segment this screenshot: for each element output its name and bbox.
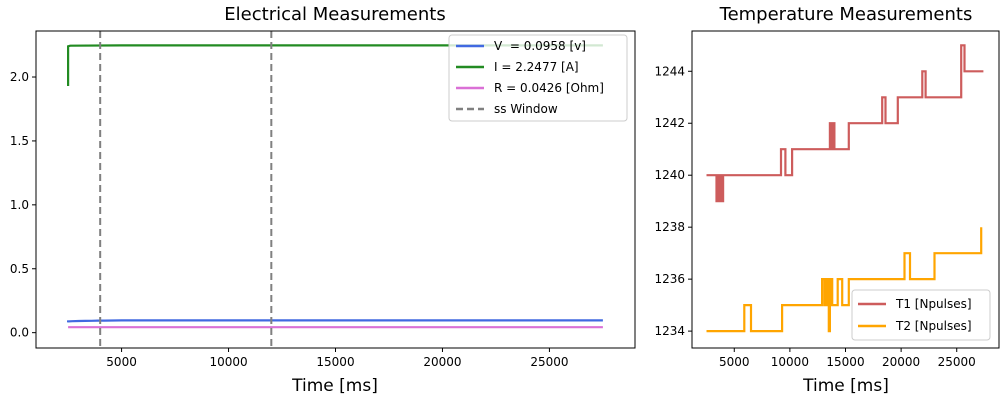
series-line-1 — [66, 319, 603, 323]
temperature-plot-frame — [691, 30, 1000, 349]
x-tick-label: 5000 — [106, 355, 137, 369]
x-tick-label: 15000 — [316, 355, 354, 369]
electrical-chart: Electrical Measurements 0.00.51.01.52.0 … — [10, 4, 636, 396]
legend-label-ss-window: ss Window — [494, 102, 558, 116]
temperature-chart: Temperature Measurements 1234 1236 1238 124… — [654, 4, 1000, 396]
x-tick-label: 25000 — [938, 355, 976, 369]
legend-label-r: R = 0.0426 [Ohm] — [494, 81, 604, 95]
y-tick-label: 0.0 — [10, 326, 29, 340]
ss-window-lines — [99, 31, 273, 348]
series-line-1 — [706, 44, 984, 203]
electrical-y-ticks: 0.0 0.5 1.0 1.5 2.0 — [10, 70, 36, 340]
temperature-y-ticks: 1234 1236 1238 1240 1242 1244 — [654, 64, 692, 338]
x-tick-label: 10000 — [771, 355, 809, 369]
series-line-2 — [706, 227, 983, 333]
x-tick-label: 20000 — [423, 355, 461, 369]
y-tick-label: 1236 — [654, 272, 685, 286]
y-tick-label: 2.0 — [10, 70, 29, 84]
y-tick-label: 1238 — [654, 220, 685, 234]
electrical-x-axis-title: Time [ms] — [291, 376, 378, 396]
y-tick-label: 1244 — [654, 64, 685, 78]
temperature-legend: T1 [Npulses] T2 [Npulses] — [851, 289, 991, 341]
legend-label-t2: T2 [Npulses] — [895, 319, 972, 333]
y-tick-label: 0.5 — [10, 262, 29, 276]
legend-label-t1: T1 [Npulses] — [895, 297, 972, 311]
x-tick-label: 5000 — [719, 355, 750, 369]
legend-label-v: V = 0.0958 [v] — [494, 39, 586, 53]
electrical-legend-box — [448, 34, 628, 122]
temperature-x-axis-title: Time [ms] — [802, 376, 889, 396]
x-tick-label: 10000 — [209, 355, 247, 369]
temperature-series — [706, 44, 984, 333]
y-tick-label: 1.0 — [10, 198, 29, 212]
electrical-chart-title: Electrical Measurements — [224, 4, 445, 25]
temperature-x-ticks: 5000 10000 15000 20000 25000 — [719, 348, 976, 369]
y-tick-label: 1234 — [654, 324, 685, 338]
y-tick-label: 1242 — [654, 116, 685, 130]
y-tick-label: 1.5 — [10, 134, 29, 148]
x-tick-label: 15000 — [826, 355, 864, 369]
legend-label-i: I = 2.2477 [A] — [494, 60, 579, 74]
x-tick-label: 20000 — [882, 355, 920, 369]
x-tick-label: 25000 — [530, 355, 568, 369]
temperature-legend-box — [851, 289, 991, 341]
electrical-x-ticks: 5000 10000 15000 20000 25000 — [106, 348, 569, 369]
y-tick-label: 1240 — [654, 168, 685, 182]
temperature-chart-title: Temperature Measurements — [719, 4, 973, 25]
electrical-legend: V = 0.0958 [v] I = 2.2477 [A] R = 0.0426… — [448, 34, 628, 122]
electrical-plot-frame — [35, 30, 636, 349]
